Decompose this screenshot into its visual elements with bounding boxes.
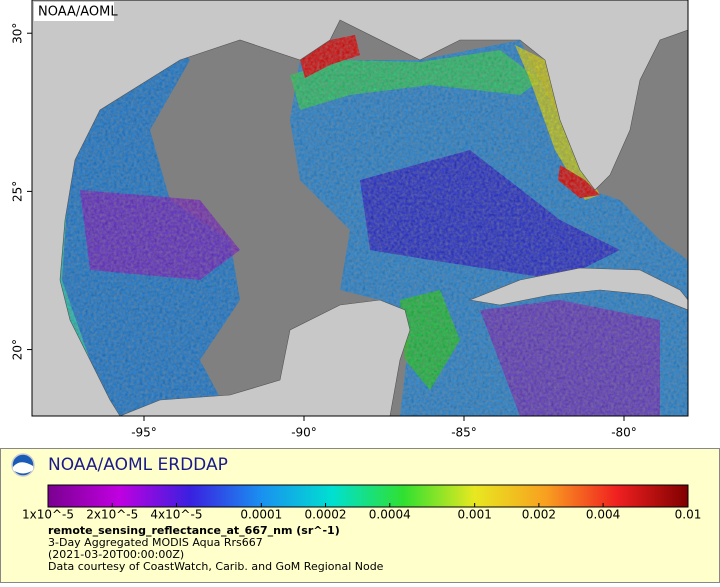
data-north-green (290, 50, 540, 110)
y-tick-label: 25° (11, 181, 25, 202)
colorbar-tick-label: 0.0004 (369, 508, 411, 522)
data-east-blue (360, 150, 620, 280)
x-tick-label: -85° (451, 426, 477, 440)
data-south-purple (480, 300, 660, 416)
colorbar-tick-label: 2x10^-5 (86, 508, 138, 522)
colorbar (47, 484, 689, 508)
colorbar-tick-label: 0.004 (586, 508, 620, 522)
reflectance-field (48, 35, 688, 416)
x-tick-label: -90° (291, 426, 317, 440)
data-florida-red (558, 165, 600, 198)
colorbar-tick-label: 0.001 (457, 508, 491, 522)
legend-panel (0, 448, 720, 583)
axis-ticks: -95° -90° -85° -80° 20° 25° 30° (11, 23, 637, 440)
map-area (32, 0, 688, 416)
map-frame (31, 0, 689, 417)
colorbar-tick-label: 1x10^-5 (22, 508, 74, 522)
colorbar-tick-label: 0.002 (522, 508, 556, 522)
corner-label-box (34, 2, 114, 21)
colorbar-tick-label: 0.01 (675, 508, 702, 522)
corner-label: NOAA/AOML (38, 5, 118, 20)
info-line: (2021-03-20T00:00:00Z) (48, 548, 184, 561)
data-yucatan-green (400, 290, 460, 390)
data-west-purple (80, 190, 240, 280)
colorbar-tick-label: 0.0001 (240, 508, 282, 522)
x-tick-label: -80° (611, 426, 637, 440)
info-line: Data courtesy of CoastWatch, Carib. and … (48, 560, 384, 573)
land-north-america (32, 0, 688, 416)
y-tick-label: 30° (11, 23, 25, 44)
x-tick-label: -95° (131, 426, 157, 440)
colorbar-ticks: 1x10^-5 2x10^-5 4x10^-5 0.0001 0.0002 0.0004 0… (22, 503, 701, 522)
info-line: 3-Day Aggregated MODIS Aqua Rrs667 (48, 536, 263, 549)
colorbar-tick-label: 4x10^-5 (150, 508, 202, 522)
y-tick-label: 20° (11, 339, 25, 360)
noaa-logo-wave (13, 462, 33, 474)
land-yucatan (119, 299, 411, 416)
variable-name: remote_sensing_reflectance_at_667_nm (sr… (48, 524, 340, 537)
legend-title: NOAA/AOML ERDDAP (48, 455, 228, 475)
colorbar-tick-label: 0.0002 (305, 508, 347, 522)
land-cuba (468, 267, 688, 311)
data-delta-red (300, 35, 360, 78)
